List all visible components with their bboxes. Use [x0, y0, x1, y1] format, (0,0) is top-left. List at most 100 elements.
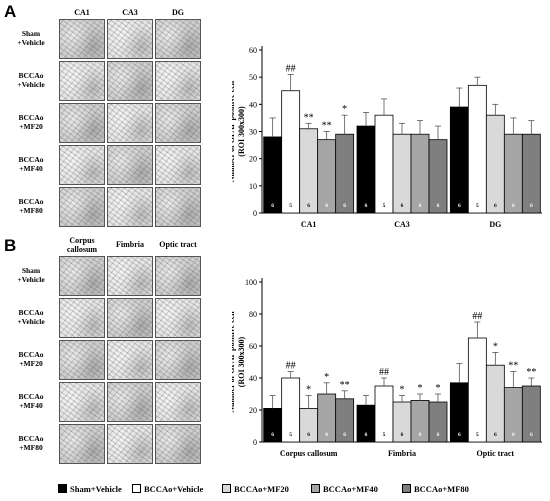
row-label: BCCAo +Vehicle [17, 71, 45, 89]
micrograph [107, 382, 153, 422]
micrograph [107, 103, 153, 143]
significance-mark: ## [286, 361, 296, 372]
significance-mark: * [306, 385, 311, 396]
n-label: 6 [458, 203, 461, 209]
n-label: 6 [419, 203, 422, 209]
significance-mark: * [493, 341, 498, 352]
legend-swatch [402, 484, 411, 493]
n-label: 6 [343, 203, 346, 209]
y-tick-label: 30 [249, 128, 257, 137]
n-label: 6 [401, 432, 404, 438]
micrograph [107, 340, 153, 380]
bar [299, 128, 319, 214]
legend-item: Sham+Vehicle [58, 484, 122, 494]
significance-mark: * [400, 385, 405, 396]
panel-b-letter: B [4, 236, 17, 255]
micrograph [59, 298, 105, 338]
y-axis-label: (ROI 300x300) [237, 336, 246, 387]
y-tick-label: 20 [249, 155, 257, 164]
n-label: 6 [401, 203, 404, 209]
legend-label: BCCAo+MF40 [323, 484, 378, 494]
y-tick-label: 20 [249, 406, 257, 415]
bar [467, 337, 487, 443]
n-label: 6 [365, 432, 368, 438]
panel-a-letter: A [4, 2, 17, 21]
bar [521, 133, 541, 214]
legend-label: BCCAo+MF80 [414, 484, 469, 494]
n-label: 6 [419, 432, 422, 438]
y-tick-label: 0 [253, 209, 257, 218]
n-label: 5 [476, 432, 479, 438]
micrograph [59, 103, 105, 143]
micrograph [59, 424, 105, 464]
bar [317, 139, 337, 214]
micrograph [59, 256, 105, 296]
significance-mark: * [342, 104, 347, 115]
micrograph [59, 382, 105, 422]
n-label: 5 [476, 203, 479, 209]
micrograph [59, 145, 105, 185]
y-tick-label: 10 [249, 182, 257, 191]
micrograph [107, 187, 153, 227]
significance-mark: * [436, 383, 441, 394]
micrograph [155, 103, 201, 143]
legend-item: BCCAo+MF40 [311, 484, 378, 494]
significance-mark: ** [526, 367, 536, 378]
micrograph [59, 187, 105, 227]
column-header: DG [172, 8, 184, 17]
bar [263, 136, 283, 214]
column-header: Fimbria [116, 240, 144, 249]
n-label: 5 [289, 203, 292, 209]
row-label: BCCAo +MF80 [18, 434, 44, 452]
significance-mark: * [418, 383, 423, 394]
column-header: CA1 [74, 8, 90, 17]
significance-mark: ## [472, 311, 482, 322]
legend-label: Sham+Vehicle [70, 484, 122, 494]
chart-a-gfap-hippocampus: Number of GFAP positive cell(ROI 300x300… [232, 46, 542, 229]
n-label: 5 [383, 432, 386, 438]
y-axis-label: Number of GFAP positive cell [232, 80, 236, 182]
legend-swatch [132, 484, 141, 493]
y-tick-label: 60 [249, 46, 257, 55]
y-tick-label: 0 [253, 438, 257, 447]
micrograph [107, 61, 153, 101]
row-label: Sham +Vehicle [17, 29, 45, 47]
bar [374, 114, 394, 214]
micrograph [107, 145, 153, 185]
legend-label: BCCAo+Vehicle [144, 484, 204, 494]
n-label: 6 [512, 432, 515, 438]
y-tick-label: 50 [249, 73, 257, 82]
n-label: 6 [343, 432, 346, 438]
micrograph [107, 424, 153, 464]
x-tick-label: CA3 [394, 220, 410, 229]
n-label: 6 [494, 432, 497, 438]
y-axis-label: Number of GFAP positive cell [232, 310, 236, 412]
micrograph [155, 298, 201, 338]
micrograph [155, 256, 201, 296]
n-label: 6 [271, 432, 274, 438]
bar [503, 133, 523, 214]
micrograph [59, 61, 105, 101]
n-label: 6 [458, 432, 461, 438]
micrograph [155, 19, 201, 59]
x-tick-label: Optic tract [477, 449, 515, 458]
chart-b-gfap-white-matter: Number of GFAP positive cell(ROI 300x300… [232, 278, 542, 458]
legend-swatch [58, 484, 67, 493]
y-tick-label: 40 [249, 374, 257, 383]
micrograph [155, 145, 201, 185]
n-label: 5 [289, 432, 292, 438]
y-tick-label: 40 [249, 100, 257, 109]
legend-item: BCCAo+MF80 [402, 484, 469, 494]
row-label: BCCAo +Vehicle [17, 308, 45, 326]
n-label: 6 [530, 432, 533, 438]
bar [449, 106, 469, 214]
bar [335, 133, 355, 214]
n-label: 6 [494, 203, 497, 209]
micrograph [107, 19, 153, 59]
column-header: CA3 [122, 8, 138, 17]
y-tick-label: 100 [245, 278, 257, 287]
legend-swatch [311, 484, 320, 493]
n-label: 6 [437, 432, 440, 438]
significance-mark: ** [508, 361, 518, 372]
n-label: 6 [530, 203, 533, 209]
